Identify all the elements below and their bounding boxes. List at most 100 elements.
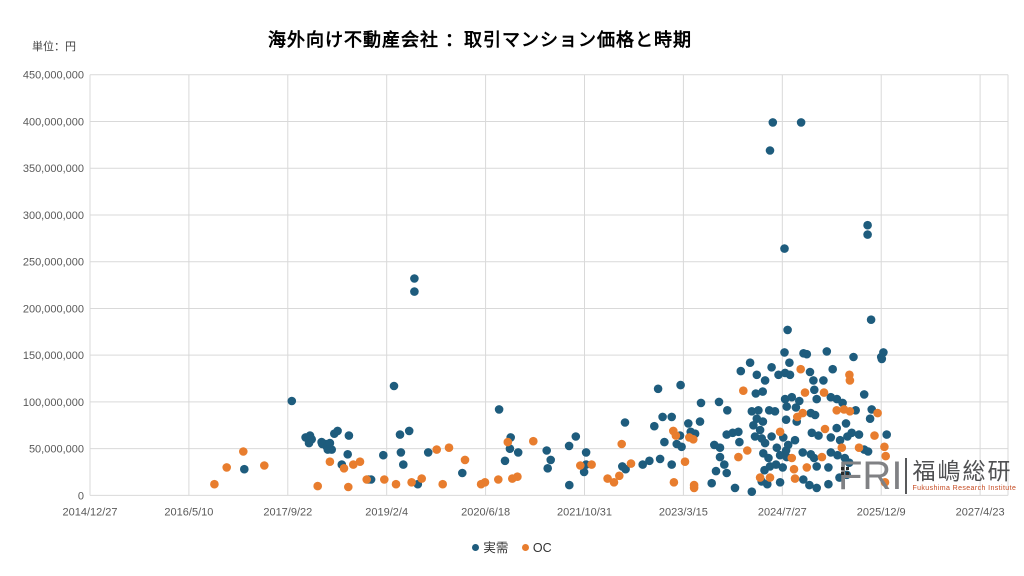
point-実需 [747, 487, 757, 497]
y-tick-label: 200,000,000 [23, 303, 84, 315]
point-OC [880, 478, 890, 487]
point-OC [529, 436, 538, 446]
point-実需 [828, 364, 837, 374]
point-OC [775, 427, 785, 437]
point-実需 [835, 435, 845, 445]
point-実需 [752, 370, 762, 380]
point-OC [796, 364, 805, 374]
point-実需 [543, 464, 552, 473]
point-実需 [571, 432, 581, 441]
point-OC [615, 471, 624, 481]
point-実需 [842, 470, 852, 480]
point-OC [626, 459, 636, 468]
y-tick-label: 250,000,000 [23, 257, 84, 269]
point-OC [460, 455, 470, 465]
point-OC [802, 463, 812, 472]
point-OC [438, 479, 448, 489]
point-実需 [822, 347, 832, 356]
point-実需 [287, 396, 297, 406]
point-OC [494, 475, 503, 484]
point-実需 [802, 349, 812, 359]
point-実需 [546, 455, 555, 465]
point-実需 [859, 390, 869, 399]
point-実需 [847, 428, 856, 438]
point-実需 [796, 118, 806, 127]
x-tick-label: 2021/10/31 [557, 506, 612, 518]
point-OC [260, 461, 269, 470]
point-実需 [695, 417, 705, 426]
x-axis-labels: 2014/12/27 2016/5/10 2017/9/22 2019/2/4 2020… [62, 506, 1004, 518]
point-OC [817, 452, 827, 462]
x-tick-label: 2027/4/23 [956, 506, 1005, 518]
point-実需 [835, 473, 844, 482]
point-実需 [805, 367, 815, 377]
point-実需 [423, 448, 433, 457]
point-実需 [513, 448, 523, 457]
point-OC [576, 461, 585, 470]
point-実需 [814, 431, 823, 440]
point-実需 [715, 443, 725, 453]
logo-divider [905, 458, 908, 494]
point-実需 [826, 448, 836, 457]
point-実需 [707, 478, 716, 488]
gridlines [89, 74, 1009, 496]
point-実需 [833, 450, 842, 460]
point-OC [800, 388, 810, 397]
point-OC [734, 452, 743, 462]
point-実需 [745, 358, 755, 368]
point-OC [880, 442, 889, 452]
point-実需 [389, 381, 399, 391]
point-OC [845, 407, 855, 416]
point-OC [873, 408, 882, 418]
point-実需 [325, 438, 335, 448]
legend-label-jitsuju: 実需 [483, 541, 509, 555]
y-tick-label: 50,000,000 [29, 444, 84, 456]
logo-f-dots-icon [841, 467, 844, 470]
point-実需 [404, 426, 414, 436]
point-OC [513, 472, 522, 482]
point-OC [881, 451, 890, 461]
point-実需 [395, 430, 405, 439]
point-実需 [505, 444, 515, 454]
point-実需 [844, 458, 854, 468]
point-実需 [658, 412, 667, 422]
legend-item-oc: OC [521, 541, 552, 555]
point-実需 [838, 398, 847, 408]
point-実需 [751, 389, 761, 398]
point-実需 [865, 414, 875, 424]
legend-item-jitsuju: 実需 [472, 537, 508, 556]
point-OC [603, 474, 612, 483]
logo-company-name: 福嶋総研 [912, 459, 1013, 484]
point-実需 [696, 398, 706, 408]
point-実需 [812, 483, 821, 493]
point-実需 [723, 406, 732, 415]
point-OC [819, 388, 829, 397]
y-tick-label: 300,000,000 [23, 210, 84, 222]
point-実需 [621, 464, 630, 474]
point-実需 [809, 453, 819, 463]
point-実需 [638, 460, 647, 469]
point-OC [617, 439, 626, 449]
point-OC [755, 473, 765, 482]
point-実需 [734, 427, 743, 437]
point-実需 [564, 441, 574, 451]
scatter-points [210, 118, 891, 497]
point-OC [845, 376, 855, 385]
point-実需 [767, 363, 776, 372]
x-tick-label: 2016/5/10 [164, 506, 213, 518]
point-OC [837, 443, 847, 453]
point-実需 [775, 478, 785, 487]
point-実需 [500, 456, 510, 466]
point-実需 [763, 479, 772, 489]
point-OC [609, 478, 619, 487]
point-OC [339, 464, 349, 473]
point-OC [313, 481, 323, 491]
point-OC [854, 443, 864, 453]
point-OC [349, 460, 358, 469]
point-実需 [715, 452, 725, 462]
point-OC [444, 443, 454, 453]
point-実需 [795, 396, 804, 406]
legend-marker-oc [521, 544, 529, 552]
point-実需 [781, 415, 791, 425]
